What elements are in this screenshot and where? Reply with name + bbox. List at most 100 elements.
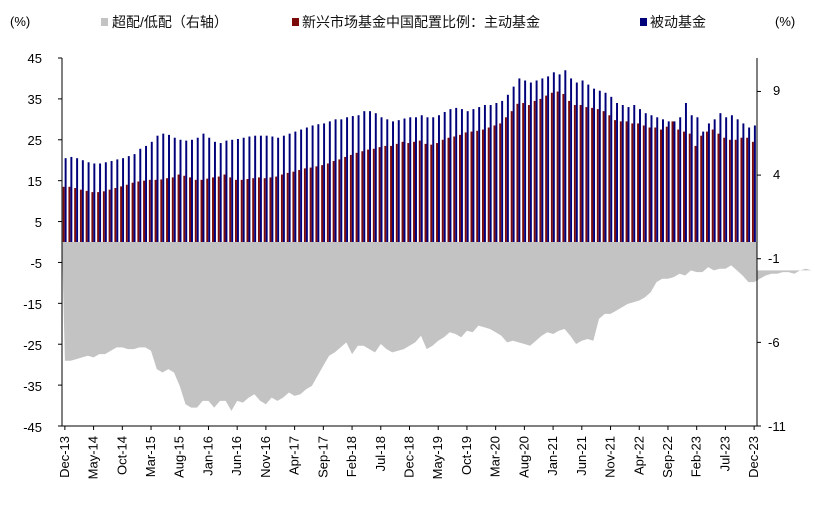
bar-active (171, 177, 174, 242)
bar-passive (409, 117, 412, 242)
bar-passive (656, 117, 659, 242)
bar-passive (179, 139, 182, 242)
bar-active (338, 159, 341, 242)
x-tick-label: Jan-16 (201, 436, 216, 476)
bar-passive (547, 76, 550, 243)
bar-passive (426, 117, 429, 242)
left-tick-label: -15 (23, 297, 42, 312)
bar-passive (116, 159, 119, 242)
bar-passive (328, 121, 331, 242)
bar-active (280, 174, 283, 242)
bar-passive (93, 163, 96, 242)
bar-active (625, 121, 628, 242)
bar-passive (403, 118, 406, 242)
bar-passive (236, 138, 239, 242)
bar-active (418, 140, 421, 242)
bar-active (470, 131, 473, 242)
bar-layer (62, 70, 756, 243)
bar-passive (202, 133, 205, 242)
bar-active (487, 127, 490, 242)
bar-active (677, 129, 680, 242)
bar-active (183, 175, 186, 242)
bar-active (344, 156, 347, 242)
bar-active (246, 179, 249, 242)
bar-passive (104, 162, 107, 242)
bar-passive (248, 136, 251, 242)
bar-active (321, 165, 324, 242)
x-tick-label: Jan-21 (545, 436, 560, 476)
bar-passive (64, 158, 67, 242)
bar-passive (644, 113, 647, 242)
bar-passive (156, 135, 159, 242)
bar-passive (340, 119, 343, 242)
bar-active (166, 178, 169, 242)
bar-passive (690, 115, 693, 242)
bar-passive (282, 135, 285, 242)
bar-passive (472, 109, 475, 242)
bar-passive (535, 80, 538, 243)
bar-passive (213, 141, 216, 242)
bar-active (125, 184, 128, 242)
bar-active (751, 141, 754, 242)
bar-active (303, 168, 306, 242)
bar-active (671, 121, 674, 242)
bar-active (533, 100, 536, 243)
bar-passive (564, 70, 567, 243)
bar-active (349, 154, 352, 242)
left-tick-label: -35 (23, 379, 42, 394)
right-tick-label: 4 (773, 167, 780, 182)
bar-passive (380, 117, 383, 242)
x-axis-labels: Dec-13 May-14 Oct-14 Mar-15 Aug-15 Jan-16 Jun-… (57, 426, 761, 479)
bar-passive (702, 131, 705, 242)
bar-passive (208, 137, 211, 242)
right-unit-label: (%) (775, 14, 795, 29)
bar-active (154, 179, 157, 242)
bar-passive (76, 158, 79, 242)
bar-active (131, 182, 134, 242)
x-tick-label: Feb-23 (689, 436, 704, 477)
bar-passive (524, 80, 527, 243)
bar-passive (173, 137, 176, 242)
bar-passive (70, 156, 73, 242)
bar-passive (185, 140, 188, 242)
left-axis: 45 35 25 15 5 -5 -15 -25 -35 -45 (23, 51, 42, 435)
bar-passive (679, 117, 682, 242)
bar-passive (311, 125, 314, 242)
bar-active (378, 147, 381, 242)
bar-active (740, 137, 743, 242)
bar-passive (271, 136, 274, 242)
bar-active (332, 161, 335, 242)
legend-label-active: 新兴市场基金中国配置比例：主动基金 (302, 14, 540, 30)
bar-active (556, 91, 559, 242)
bar-passive (650, 115, 653, 242)
legend-label-area: 超配/低配（右轴） (112, 14, 228, 30)
bar-active (355, 152, 358, 242)
bar-passive (753, 125, 756, 242)
bar-active (212, 177, 214, 242)
bar-active (591, 107, 594, 242)
bar-passive (300, 129, 303, 242)
bar-passive (168, 134, 170, 242)
bar-passive (673, 121, 676, 242)
bar-active (367, 149, 370, 242)
bar-passive (575, 82, 578, 242)
x-tick-label: Dec-13 (57, 436, 72, 478)
bar-active (413, 141, 416, 242)
bar-active (424, 143, 427, 242)
left-tick-label: -45 (23, 420, 42, 435)
bar-passive (305, 127, 308, 242)
left-tick-label: 35 (28, 92, 42, 107)
bar-passive (707, 123, 710, 242)
bar-active (614, 120, 617, 242)
bar-passive (495, 102, 498, 242)
bar-passive (719, 113, 722, 242)
bar-passive (254, 135, 257, 242)
bar-active (91, 192, 94, 242)
bar-active (68, 186, 71, 242)
bar-passive (696, 117, 699, 242)
bar-passive (529, 82, 532, 242)
bar-passive (369, 111, 372, 242)
bar-active (545, 95, 548, 243)
